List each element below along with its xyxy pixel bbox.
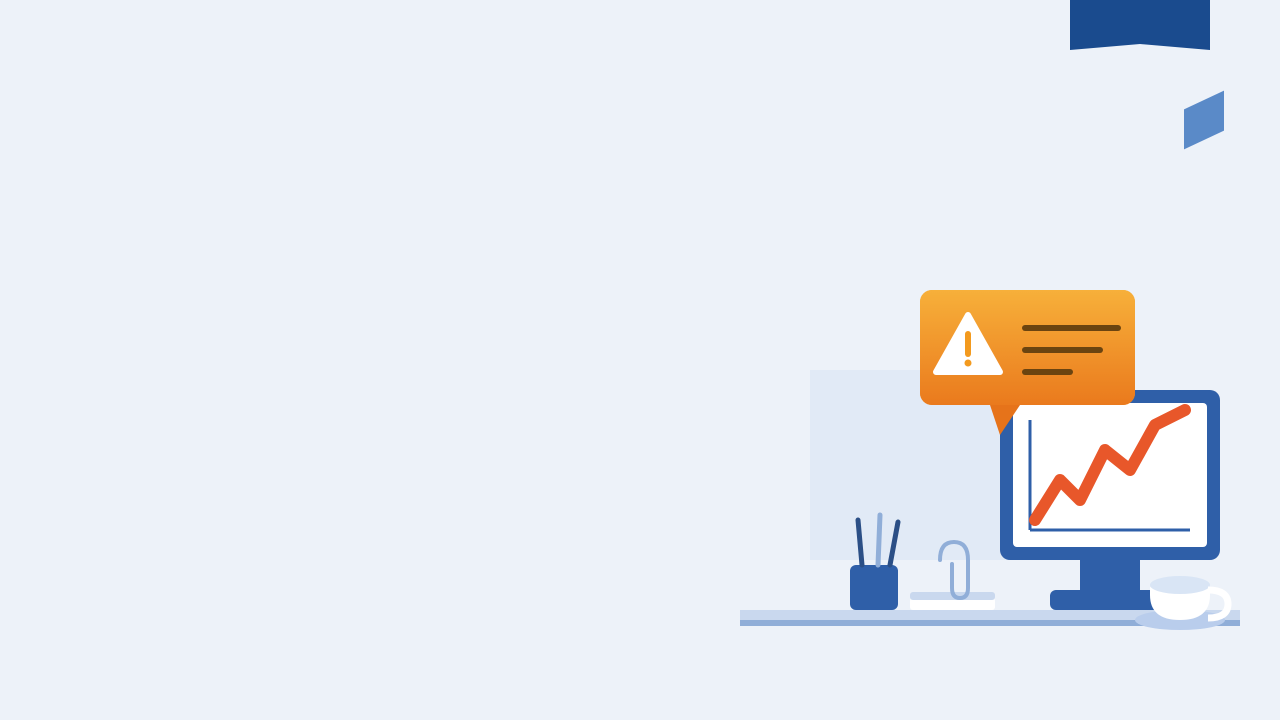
badge-body: [1070, 0, 1210, 50]
badge-fold: [1184, 91, 1224, 150]
desk-illustration: [740, 260, 1240, 680]
pie-chart: [150, 190, 560, 600]
pie-svg: [150, 190, 560, 600]
report-badge: [1070, 0, 1210, 50]
